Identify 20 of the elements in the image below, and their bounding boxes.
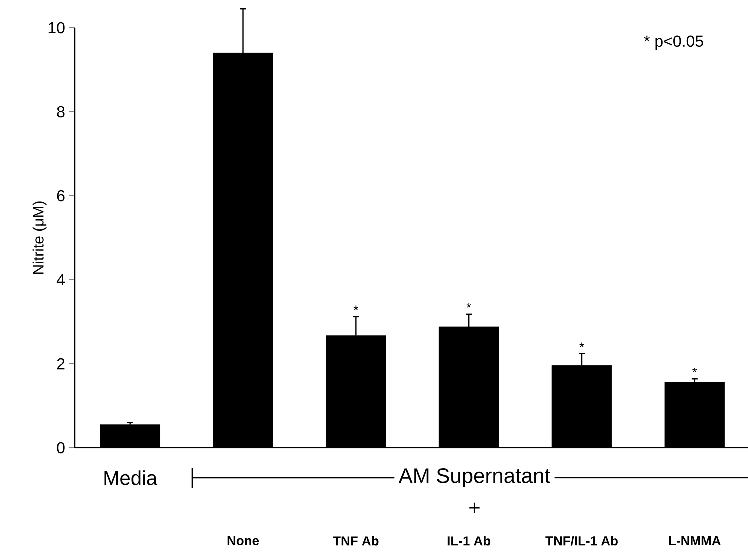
y-tick-label: 6 [57,190,65,202]
x-tick-label: None [228,536,260,546]
x-tick-label: TNF/IL-1 Ab [546,536,618,546]
y-tick-label: 0 [57,442,65,454]
y-axis-title: Nitrite (μM) [32,202,47,274]
annotation: * [692,368,698,373]
annotation: * [580,342,584,348]
annotation: * p<0.05 [644,36,704,50]
y-tick-label: 2 [57,358,65,370]
annotation: * [466,303,472,308]
x-tick-label: Media [104,470,158,486]
x-tick-label: L-NMMA [669,536,721,546]
y-tick-label: 4 [56,274,65,286]
x-tick-label: TNF Ab [333,536,379,546]
text: AM Supernatant [398,468,550,488]
text: + [470,502,480,514]
annotation: * [354,306,359,310]
x-tick-label: IL-1 Ab [448,536,491,546]
y-tick-label: 8 [57,106,65,118]
y-tick-label: 10 [48,22,65,34]
